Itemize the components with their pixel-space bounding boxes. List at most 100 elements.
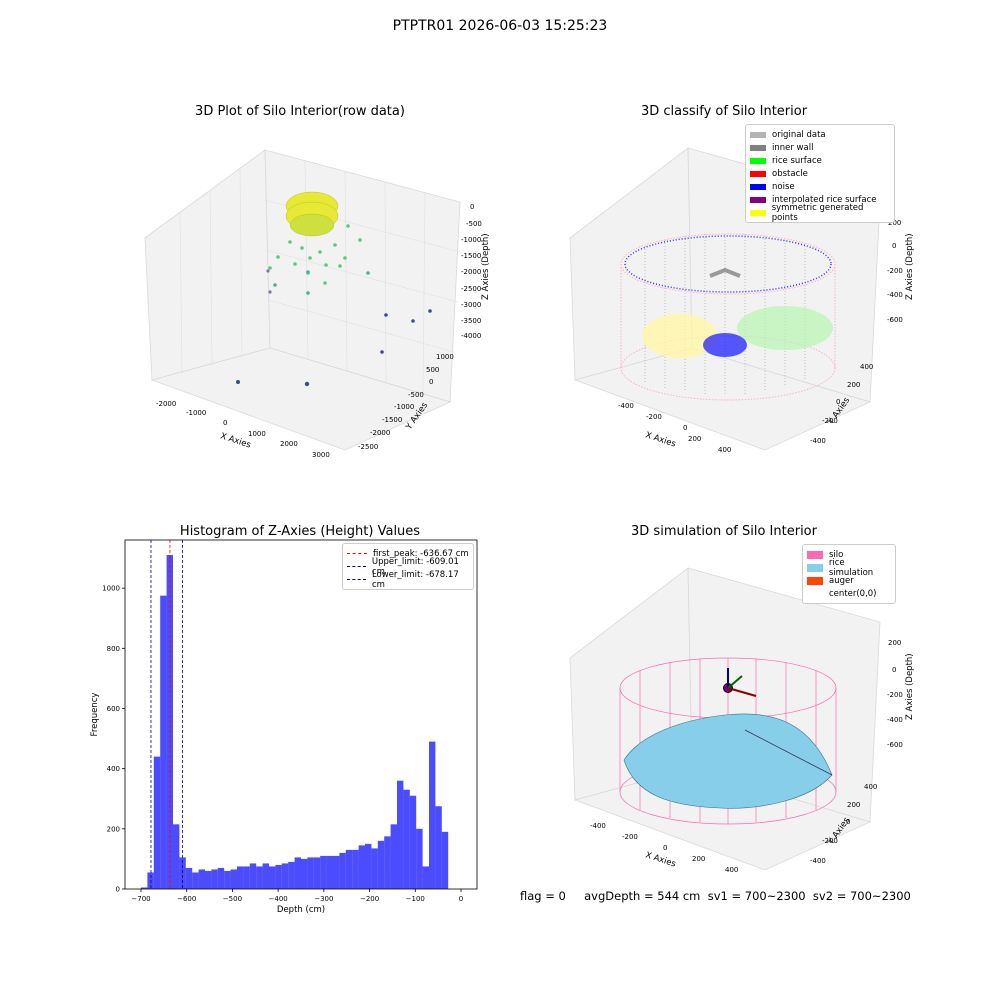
- figure-title: PTPTR01 2026-06-03 15:25:23: [392, 18, 608, 34]
- simulation-zticks: 200 0 -200 -400 -600: [887, 639, 903, 749]
- legend-label: rice surface: [772, 155, 822, 166]
- x-tick-label: 0: [459, 895, 463, 903]
- simulation-zlabel: Z Axies (Depth): [905, 653, 915, 720]
- legend-item-symmetric: symmetric generated points: [750, 203, 890, 223]
- svg-text:-400: -400: [810, 857, 826, 865]
- histogram-bar: [160, 595, 167, 889]
- legend-label: interpolated rice surface: [772, 194, 877, 205]
- classify-zticks: 200 0 -200 -400 -600: [887, 219, 903, 324]
- legend-label: auger: [829, 575, 854, 586]
- svg-text:2000: 2000: [280, 440, 298, 448]
- svg-text:-4000: -4000: [461, 332, 481, 340]
- legend-label: center(0,0): [829, 588, 877, 599]
- x-tick-label: −700: [131, 895, 150, 903]
- svg-text:200: 200: [888, 639, 901, 647]
- status-footer: flag = 0 avgDepth = 544 cm sv1 = 700~230…: [520, 889, 911, 903]
- histogram-bar: [173, 824, 180, 889]
- svg-text:200: 200: [847, 801, 860, 809]
- histogram-axes-frame: [124, 539, 478, 890]
- legend-label: inner wall: [772, 142, 814, 153]
- histogram-bar: [390, 824, 397, 889]
- histogram-bar: [294, 857, 301, 889]
- legend-label: symmetric generated points: [771, 202, 864, 223]
- histogram-bar: [358, 845, 365, 889]
- svg-text:-3000: -3000: [461, 301, 481, 309]
- svg-text:0: 0: [470, 203, 474, 211]
- histogram-bar: [288, 861, 295, 889]
- svg-text:0: 0: [846, 818, 850, 826]
- histogram-ylabel: Frequency: [90, 693, 100, 737]
- legend-label: rice simulation: [828, 557, 874, 578]
- raw-zticks: 0 -500 -1000 -1500 -2000 -2500 -3000 -3500 -…: [461, 203, 482, 340]
- classify-zlabel: Z Axies (Depth): [905, 233, 915, 300]
- x-tick-label: −100: [406, 895, 425, 903]
- legend-swatch: [750, 131, 766, 138]
- legend-item-first-peak: first_peak: -636.67 cm: [347, 547, 469, 560]
- legend-label: noise: [772, 181, 795, 192]
- svg-text:-400: -400: [887, 291, 903, 299]
- legend-swatch: [750, 157, 766, 164]
- legend-swatch: [750, 209, 766, 216]
- svg-text:-200: -200: [822, 417, 838, 425]
- legend-line: [347, 553, 367, 554]
- histogram-bar: [371, 848, 378, 889]
- svg-text:-200: -200: [822, 837, 838, 845]
- svg-text:-1500: -1500: [382, 416, 402, 424]
- svg-text:-200: -200: [622, 833, 638, 841]
- simulation-legend: silo rice simulation auger center(0,0): [802, 544, 896, 604]
- histogram-bar: [429, 741, 436, 889]
- histogram-bar: [339, 852, 346, 889]
- svg-text:400: 400: [860, 363, 873, 371]
- histogram-bar: [249, 863, 257, 889]
- raw-3d-plot: -2000 -1000 0 1000 2000 3000 1000 500 0 -500 …: [144, 149, 491, 459]
- legend-swatch: [807, 563, 823, 572]
- svg-text:-200: -200: [646, 413, 662, 421]
- svg-text:-1000: -1000: [461, 236, 481, 244]
- histogram-xlabel: Depth (cm): [277, 905, 325, 915]
- y-tick-label: 600: [107, 705, 120, 713]
- svg-text:-600: -600: [887, 741, 903, 749]
- x-tick-label: −400: [269, 895, 288, 903]
- svg-text:500: 500: [426, 366, 439, 374]
- legend-item-rice-simulation: rice simulation: [807, 558, 891, 578]
- legend-item-original-data: original data: [750, 128, 890, 141]
- histogram-bar: [153, 756, 161, 889]
- x-tick-label: −500: [223, 895, 242, 903]
- classify-legend: original data inner wall rice surface ob…: [745, 124, 895, 223]
- histogram-bar: [377, 840, 385, 889]
- legend-label: first_peak: -636.67 cm: [373, 548, 469, 559]
- simulation-plot-title: 3D simulation of Silo Interior: [631, 524, 817, 539]
- legend-swatch: [750, 144, 766, 151]
- svg-text:-600: -600: [887, 316, 903, 324]
- histogram-title: Histogram of Z-Axies (Height) Values: [179, 524, 421, 539]
- y-tick-label: 400: [107, 765, 120, 773]
- svg-text:200: 200: [692, 855, 705, 863]
- svg-text:0: 0: [892, 666, 896, 674]
- histogram-bar: [179, 857, 186, 889]
- legend-item-auger: auger: [807, 574, 891, 587]
- classify-xlabel: X Axies: [644, 430, 677, 449]
- svg-text:-2000: -2000: [156, 400, 176, 408]
- legend-swatch: [750, 183, 766, 190]
- histogram-bar: [301, 858, 308, 889]
- legend-label: Upper_limit: -609.01 cm: [371, 556, 459, 577]
- histogram-bar: [416, 828, 423, 889]
- histogram-bar: [345, 849, 353, 889]
- legend-item-noise: noise: [750, 180, 890, 193]
- y-tick-label: 200: [107, 825, 120, 833]
- raw-outlier-points: [236, 269, 432, 387]
- svg-text:0: 0: [836, 398, 840, 406]
- legend-swatch: [807, 589, 823, 598]
- legend-label: silo: [829, 549, 844, 560]
- y-tick-label: 1000: [102, 585, 120, 593]
- svg-text:3000: 3000: [312, 451, 330, 459]
- raw-xticks: -2000 -1000 0 1000 2000 3000: [156, 400, 330, 459]
- svg-text:-2500: -2500: [461, 285, 481, 293]
- legend-item-interpolated: interpolated rice surface: [750, 193, 890, 206]
- svg-text:-400: -400: [590, 822, 606, 830]
- histogram-bar: [211, 869, 218, 889]
- svg-text:0: 0: [683, 424, 687, 432]
- svg-text:-400: -400: [618, 402, 634, 410]
- svg-text:-500: -500: [408, 391, 424, 399]
- legend-item-obstacle: obstacle: [750, 167, 890, 180]
